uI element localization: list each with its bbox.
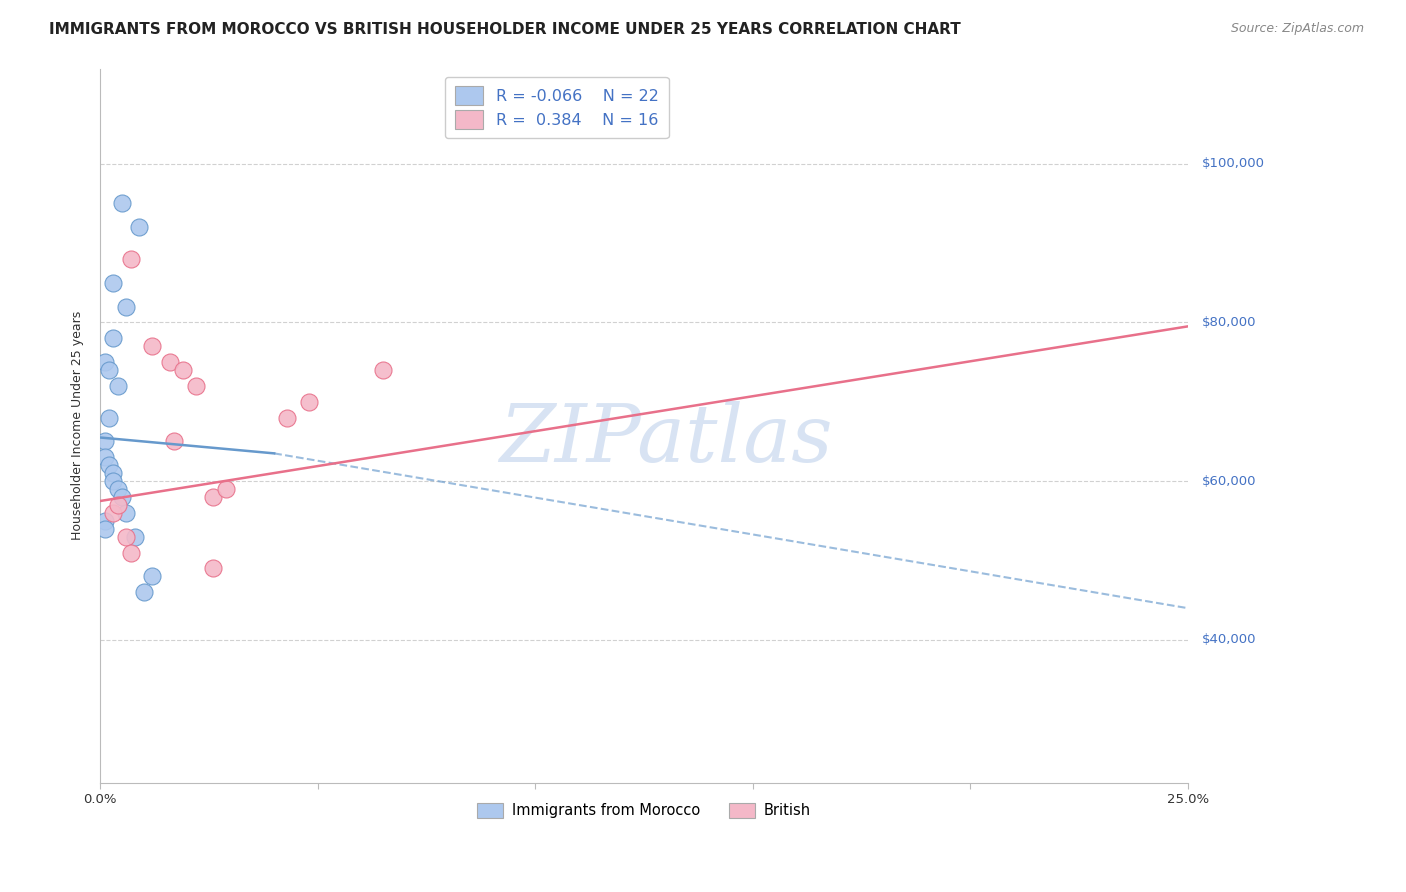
Point: [111, 490, 134, 504]
Point: [141, 569, 163, 583]
Point: [115, 530, 138, 544]
Text: ZIPatlas: ZIPatlas: [499, 401, 832, 479]
Point: [93, 522, 115, 536]
Point: [93, 355, 115, 369]
Point: [103, 331, 125, 345]
Text: Source: ZipAtlas.com: Source: ZipAtlas.com: [1230, 22, 1364, 36]
Point: [141, 339, 163, 353]
Point: [163, 434, 186, 449]
Y-axis label: Householder Income Under 25 years: Householder Income Under 25 years: [72, 311, 84, 541]
Point: [215, 482, 238, 496]
Point: [298, 394, 321, 409]
Point: [120, 252, 142, 266]
Point: [120, 545, 142, 559]
Point: [107, 379, 129, 393]
Point: [103, 276, 125, 290]
Point: [107, 498, 129, 512]
Point: [93, 434, 115, 449]
Point: [159, 355, 181, 369]
Text: $80,000: $80,000: [1202, 316, 1256, 329]
Text: $40,000: $40,000: [1202, 633, 1256, 647]
Point: [107, 482, 129, 496]
Point: [111, 196, 134, 211]
Point: [97, 410, 120, 425]
Point: [103, 506, 125, 520]
Point: [115, 506, 138, 520]
Point: [128, 220, 150, 235]
Point: [115, 300, 138, 314]
Point: [93, 514, 115, 528]
Point: [93, 450, 115, 465]
Point: [276, 410, 298, 425]
Point: [97, 458, 120, 473]
Point: [103, 474, 125, 488]
Text: $100,000: $100,000: [1202, 157, 1264, 170]
Point: [202, 490, 225, 504]
Legend: Immigrants from Morocco, British: Immigrants from Morocco, British: [470, 796, 818, 825]
Text: IMMIGRANTS FROM MOROCCO VS BRITISH HOUSEHOLDER INCOME UNDER 25 YEARS CORRELATION: IMMIGRANTS FROM MOROCCO VS BRITISH HOUSE…: [49, 22, 960, 37]
Point: [132, 585, 155, 599]
Point: [202, 561, 225, 575]
Point: [371, 363, 394, 377]
Point: [172, 363, 194, 377]
Point: [184, 379, 207, 393]
Point: [124, 530, 146, 544]
Point: [97, 363, 120, 377]
Point: [103, 467, 125, 481]
Text: $60,000: $60,000: [1202, 475, 1256, 488]
